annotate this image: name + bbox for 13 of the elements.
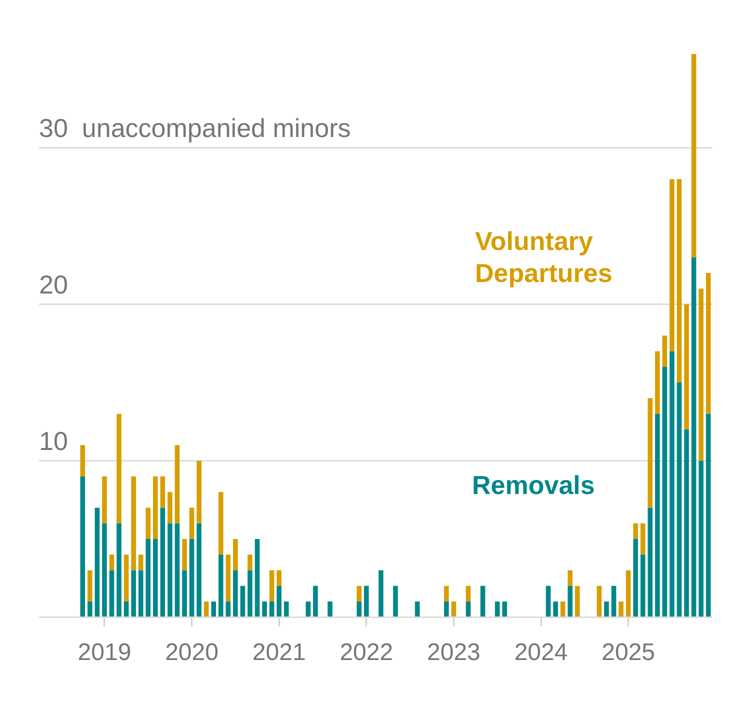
y-tick-label: 10 bbox=[39, 426, 68, 456]
text: Voluntary Departures bbox=[475, 226, 612, 288]
y-axis-title: unaccompanied minors bbox=[82, 113, 351, 144]
x-tick-label: 2023 bbox=[427, 639, 480, 666]
x-tick-label: 2021 bbox=[252, 639, 306, 666]
text: Removals bbox=[472, 470, 595, 500]
x-tick-label: 2024 bbox=[514, 639, 568, 666]
y-tick-label: 30 bbox=[39, 113, 68, 144]
x-tick-label: 2019 bbox=[78, 639, 132, 666]
x-tick-label: 2022 bbox=[340, 639, 394, 666]
x-tick-label: 2025 bbox=[602, 639, 656, 666]
x-tick-label: 2020 bbox=[165, 639, 218, 666]
y-tick-label: 20 bbox=[39, 269, 68, 300]
